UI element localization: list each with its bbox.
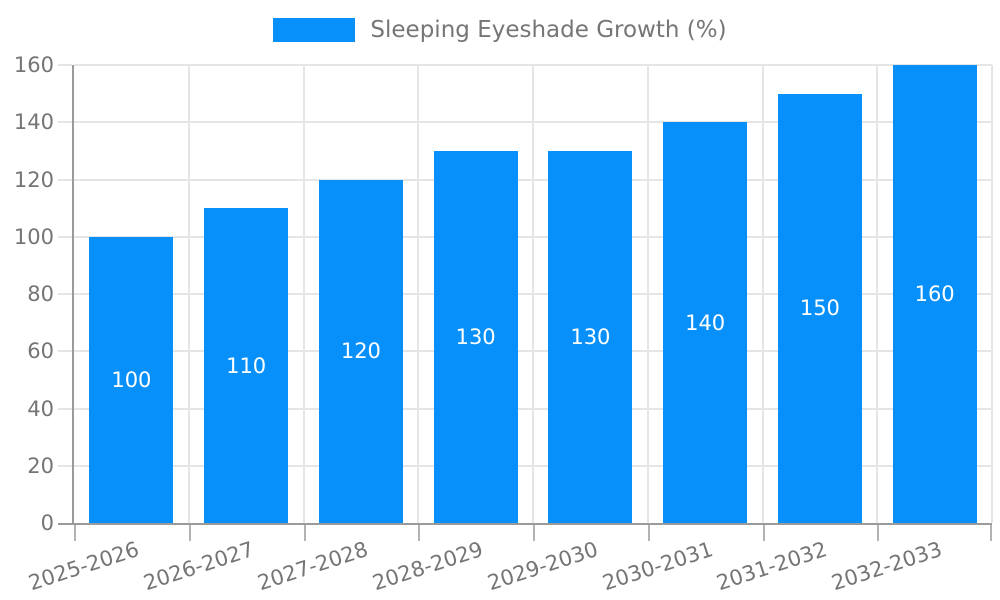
y-axis-tick-label: 120 <box>13 167 54 192</box>
x-axis-line <box>58 523 992 525</box>
y-axis-tick <box>58 235 72 238</box>
x-axis-tick-label: 2031-2032 <box>714 537 831 596</box>
x-axis-tick <box>74 523 76 541</box>
legend[interactable]: Sleeping Eyeshade Growth (%) <box>0 17 1000 43</box>
y-axis-tick <box>58 121 72 124</box>
y-axis-tick-label: 40 <box>27 396 54 421</box>
x-axis-tick <box>303 523 306 541</box>
y-axis-tick-label: 60 <box>27 339 54 364</box>
x-axis-tick-label: 2026-2027 <box>140 537 257 596</box>
y-axis-tick-label: 80 <box>27 282 54 306</box>
y-axis-tick-label: 0 <box>40 511 54 535</box>
bar[interactable] <box>433 150 518 523</box>
plot-area: 100 110 120 130 130 140 150 160 <box>58 64 993 541</box>
x-axis-tick <box>990 523 992 541</box>
x-axis-tick-label: 2029-2030 <box>484 537 601 596</box>
gridline-vertical <box>302 65 305 523</box>
y-axis-tick <box>58 64 72 66</box>
y-axis-tick <box>58 407 72 410</box>
bar[interactable] <box>548 150 633 523</box>
y-axis-tick-label: 20 <box>27 453 54 478</box>
legend-swatch-icon <box>273 18 356 42</box>
x-axis-tick-label: 2025-2026 <box>25 537 142 596</box>
x-axis-tick-label: 2032-2033 <box>828 537 946 596</box>
x-axis-tick-label: 2027-2028 <box>255 537 372 596</box>
y-axis-tick <box>58 350 72 353</box>
bar[interactable] <box>892 65 977 523</box>
x-axis-tick <box>647 523 650 541</box>
x-axis-tick-label: 2028-2029 <box>369 537 487 596</box>
x-axis-tick-label: 2030-2031 <box>599 537 716 596</box>
gridline-vertical <box>876 65 879 523</box>
y-axis-tick-label: 160 <box>13 53 54 77</box>
y-axis-tick <box>58 178 72 181</box>
x-axis-tick <box>877 523 880 541</box>
y-axis-tick <box>58 293 72 295</box>
bar[interactable] <box>204 208 289 523</box>
gridline-vertical <box>761 65 764 523</box>
x-axis-tick <box>762 523 765 541</box>
gridline-vertical <box>187 65 190 523</box>
bar[interactable] <box>318 179 403 523</box>
bar[interactable] <box>663 122 748 523</box>
gridline-vertical <box>417 65 420 523</box>
x-axis-tick <box>418 523 421 541</box>
gridline-vertical <box>532 65 534 523</box>
legend-label: Sleeping Eyeshade Growth (%) <box>370 17 727 43</box>
y-axis-tick-label: 140 <box>13 110 54 135</box>
y-axis-line <box>72 65 74 525</box>
bar[interactable] <box>89 236 174 523</box>
gridline-vertical <box>991 65 993 523</box>
gridline-vertical <box>646 65 649 523</box>
y-axis-tick <box>58 464 72 467</box>
y-axis-tick-label: 100 <box>13 224 54 249</box>
x-axis-tick <box>188 523 191 541</box>
bar[interactable] <box>777 93 862 523</box>
x-axis-tick <box>533 523 535 541</box>
